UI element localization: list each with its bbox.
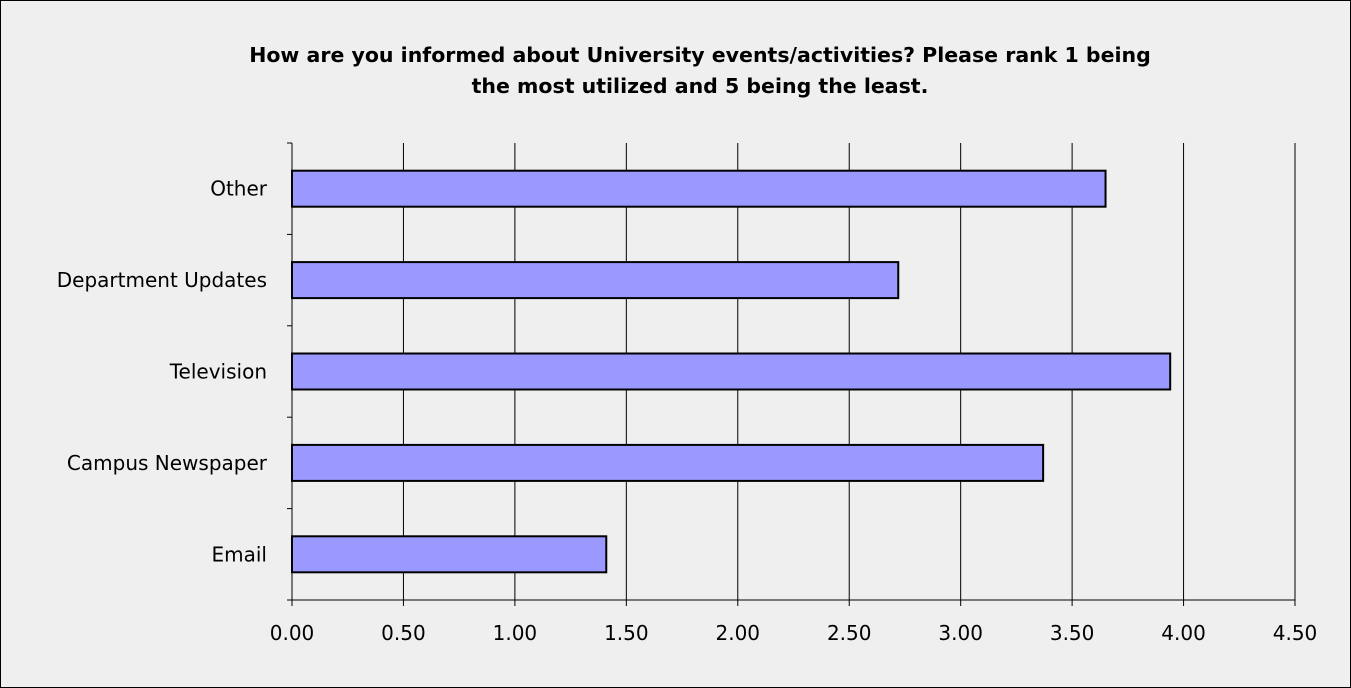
x-tick-label: 1.00 bbox=[493, 621, 538, 645]
x-tick-label: 2.50 bbox=[827, 621, 872, 645]
x-tick-label: 2.00 bbox=[716, 621, 761, 645]
category-label: Email bbox=[212, 542, 268, 566]
x-tick-label: 4.50 bbox=[1273, 621, 1318, 645]
x-tick-label: 0.00 bbox=[270, 621, 315, 645]
category-label: Campus Newspaper bbox=[67, 451, 268, 475]
x-tick-label: 1.50 bbox=[604, 621, 649, 645]
chart-title-line-2: the most utilized and 5 being the least. bbox=[471, 74, 929, 98]
chart-title-line-1: How are you informed about University ev… bbox=[249, 43, 1151, 67]
category-label: Department Updates bbox=[57, 268, 267, 292]
bar-department-updates bbox=[291, 261, 900, 300]
x-tick-label: 4.00 bbox=[1161, 621, 1206, 645]
x-tick-label: 3.50 bbox=[1050, 621, 1095, 645]
bar-television bbox=[291, 352, 1172, 391]
bar-campus-newspaper bbox=[291, 443, 1045, 482]
x-tick-label: 3.00 bbox=[938, 621, 983, 645]
bar-email bbox=[291, 535, 608, 574]
chart-title: How are you informed about University ev… bbox=[60, 40, 1340, 102]
category-label: Television bbox=[169, 360, 267, 384]
x-tick-label: 0.50 bbox=[381, 621, 426, 645]
category-label: Other bbox=[210, 177, 268, 201]
bar-other bbox=[291, 169, 1107, 208]
